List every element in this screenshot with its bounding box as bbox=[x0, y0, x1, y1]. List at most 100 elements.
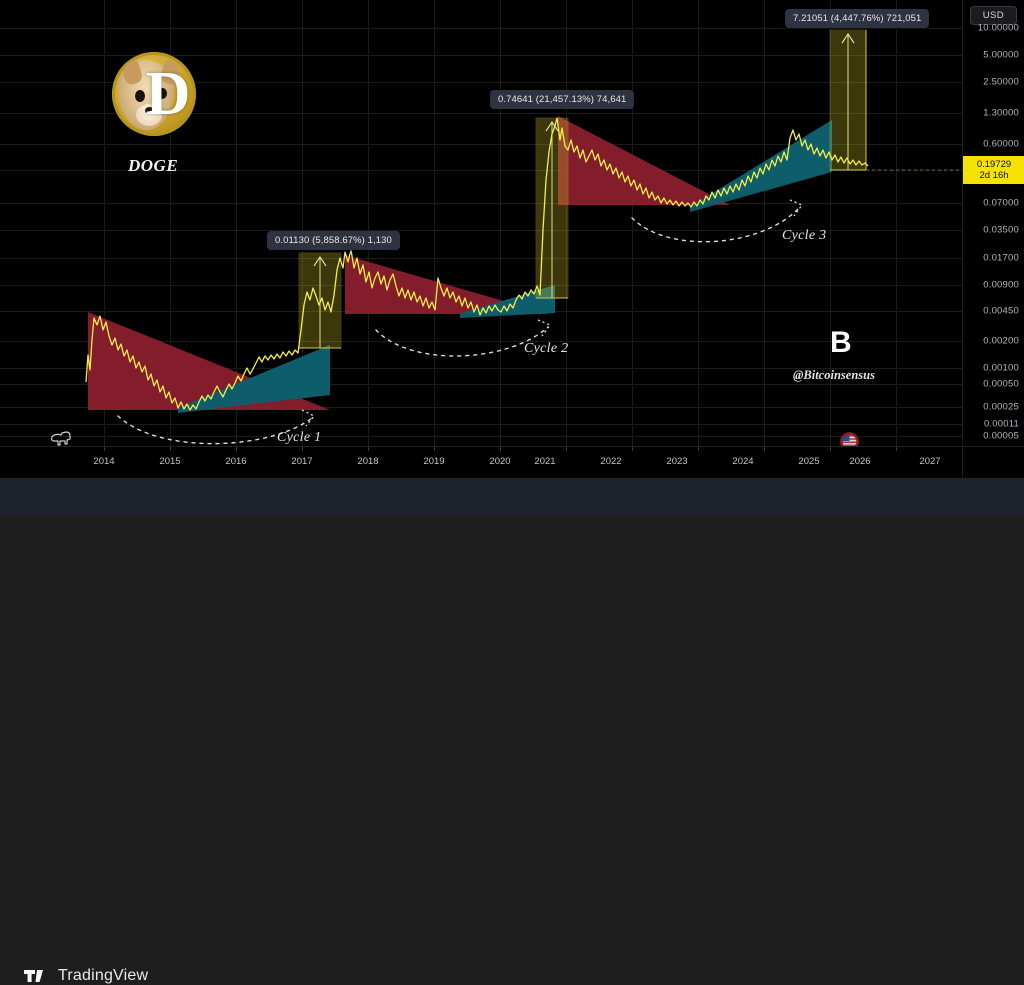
gridline-vertical bbox=[698, 0, 699, 446]
chart-canvas[interactable]: 0.01130 (5,858.67%) 1,130 0.74641 (21,45… bbox=[0, 0, 962, 446]
cycle3-measure-label[interactable]: 7.21051 (4,447.76%) 721,051 bbox=[785, 9, 930, 28]
cycle1-arc bbox=[117, 415, 313, 445]
doge-face-shape bbox=[118, 59, 183, 130]
gridline-horizontal bbox=[0, 368, 962, 369]
gridline-horizontal bbox=[0, 384, 962, 385]
gridline-horizontal bbox=[0, 424, 962, 425]
doge-d-letter: D bbox=[145, 60, 191, 128]
price-tick: 0.00900 bbox=[983, 279, 1019, 291]
price-line bbox=[85, 117, 869, 411]
time-tick: 2024 bbox=[732, 456, 754, 467]
doge-coin-logo-icon: D bbox=[112, 52, 196, 136]
gridline-horizontal bbox=[0, 203, 962, 204]
cycle2-measure-arrow-head bbox=[545, 120, 559, 132]
tradingview-mark-icon bbox=[24, 970, 43, 982]
gridline-vertical bbox=[764, 0, 765, 446]
time-tick: 2023 bbox=[666, 456, 688, 467]
cycle1-measure-arrow-head bbox=[313, 255, 327, 267]
gridline-vertical bbox=[830, 0, 831, 446]
price-tick: 10.00000 bbox=[977, 22, 1019, 34]
price-scale[interactable]: USD 10.00000 5.00000 2.50000 1.30000 0.6… bbox=[962, 0, 1024, 446]
doge-eye-right bbox=[158, 88, 167, 99]
gridline-horizontal bbox=[0, 170, 962, 171]
cycle1-bull-triangle-body bbox=[178, 345, 330, 413]
cycle3-bear-triangle bbox=[558, 116, 730, 205]
gridline-horizontal bbox=[0, 144, 962, 145]
current-price-value: 0.19729 bbox=[976, 159, 1012, 170]
time-tick: 2026 bbox=[849, 456, 871, 467]
chart-drawings-overlay bbox=[85, 29, 962, 445]
doge-ear-left bbox=[120, 59, 144, 87]
currency-badge[interactable]: USD bbox=[969, 6, 1017, 25]
cycle1-measure-label[interactable]: 0.01130 (5,858.67%) 1,130 bbox=[267, 231, 400, 250]
current-price-countdown: 2d 16h bbox=[979, 170, 1009, 181]
time-scale[interactable]: 2014 2015 2016 2017 2018 2019 2020 2021 … bbox=[0, 446, 962, 479]
cycle-3-label: Cycle 3 bbox=[782, 228, 827, 243]
gridline-horizontal bbox=[0, 55, 962, 56]
gridline-vertical bbox=[104, 0, 105, 446]
tradingview-wordmark: TradingView bbox=[58, 967, 149, 984]
gridline-vertical bbox=[500, 0, 501, 446]
price-tick: 0.00025 bbox=[983, 401, 1019, 413]
gridline-horizontal bbox=[0, 407, 962, 408]
time-tick: 2016 bbox=[225, 456, 247, 467]
cycle2-bear-triangle bbox=[345, 255, 548, 314]
gridline-vertical bbox=[368, 0, 369, 446]
gridline-vertical bbox=[896, 0, 897, 446]
gridline-horizontal bbox=[0, 230, 962, 231]
price-tick: 0.00005 bbox=[983, 430, 1019, 442]
cycle1-arc-arrow bbox=[301, 409, 316, 427]
time-tick: 2017 bbox=[291, 456, 313, 467]
price-tick: 0.00100 bbox=[983, 362, 1019, 374]
price-tick: 0.00450 bbox=[983, 305, 1019, 317]
price-tick: 0.00011 bbox=[983, 418, 1019, 430]
price-tick: 0.60000 bbox=[983, 138, 1019, 150]
time-tick: 2022 bbox=[600, 456, 622, 467]
cycle2-measure-label[interactable]: 0.74641 (21,457.13%) 74,641 bbox=[490, 90, 635, 109]
gridline-horizontal bbox=[0, 82, 962, 83]
price-tick: 2.50000 bbox=[983, 76, 1019, 88]
footer-bar: TradingView bbox=[0, 478, 1024, 984]
cycle3-bull-triangle-body bbox=[690, 120, 832, 212]
price-tick: 5.00000 bbox=[983, 49, 1019, 61]
gridline-vertical bbox=[170, 0, 171, 446]
dinosaur-icon bbox=[51, 431, 71, 446]
gridline-horizontal bbox=[0, 341, 962, 342]
time-tick: 2015 bbox=[159, 456, 181, 467]
gridline-horizontal bbox=[0, 113, 962, 114]
axis-corner bbox=[962, 446, 1024, 479]
cycle-2-label: Cycle 2 bbox=[524, 341, 569, 356]
price-tick: 0.00050 bbox=[983, 378, 1019, 390]
doge-snout bbox=[136, 104, 162, 126]
cycle3-arc-arrow bbox=[789, 199, 804, 217]
time-tick: 2014 bbox=[93, 456, 115, 467]
price-tick: 0.00200 bbox=[983, 335, 1019, 347]
gridline-horizontal bbox=[0, 28, 962, 29]
gridline-horizontal bbox=[0, 436, 962, 437]
doge-ticker-label: DOGE bbox=[128, 156, 179, 175]
time-tick: 2020 bbox=[489, 456, 511, 467]
us-flag-icon bbox=[840, 432, 859, 446]
price-tick: 0.07000 bbox=[983, 197, 1019, 209]
time-tick: 2027 bbox=[919, 456, 941, 467]
price-tick: 0.01700 bbox=[983, 252, 1019, 264]
cycle3-arc bbox=[631, 206, 801, 243]
gridline-vertical bbox=[632, 0, 633, 446]
gridline-horizontal bbox=[0, 258, 962, 259]
current-price-badge[interactable]: 0.19729 2d 16h bbox=[963, 156, 1024, 184]
bitcoinsensus-logo-icon: B bbox=[830, 326, 852, 359]
gridline-vertical bbox=[236, 0, 237, 446]
cycle3-measure-arrow-head bbox=[841, 32, 855, 44]
tradingview-logo[interactable]: TradingView bbox=[24, 967, 148, 985]
price-tick: 0.03500 bbox=[983, 224, 1019, 236]
doge-eye-left bbox=[135, 90, 145, 102]
time-tick: 2018 bbox=[357, 456, 379, 467]
bitcoinsensus-handle: @Bitcoinsensus bbox=[793, 368, 875, 382]
doge-nose bbox=[145, 107, 154, 114]
gridline-vertical bbox=[434, 0, 435, 446]
cycle-1-label: Cycle 1 bbox=[277, 430, 322, 445]
gridline-vertical bbox=[302, 0, 303, 446]
gridline-horizontal bbox=[0, 285, 962, 286]
price-tick: 1.30000 bbox=[983, 107, 1019, 119]
